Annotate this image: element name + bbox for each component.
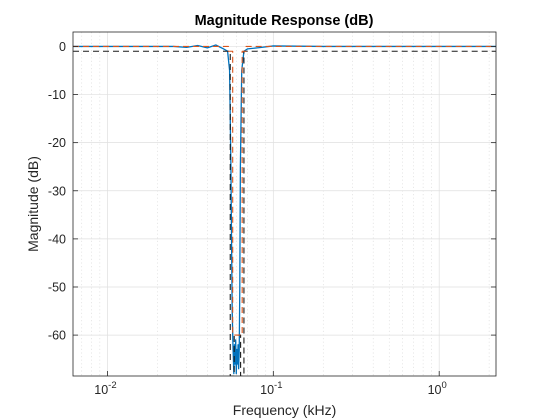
y-tick-label: -20 — [48, 136, 66, 150]
axes-box — [72, 31, 497, 377]
y-axis-label: Magnitude (dB) — [25, 156, 41, 252]
y-tick-label: -50 — [48, 280, 66, 294]
y-tick-label: -10 — [48, 88, 66, 102]
axis-ticks: 10-2 10-1 100 0 -10 -20 -30 -40 -50 -60 — [48, 40, 496, 397]
x-axis-label: Frequency (kHz) — [233, 402, 336, 418]
x-tick-label: 100 — [428, 380, 447, 397]
x-tick-label: 10-1 — [260, 380, 282, 397]
y-tick-label: -40 — [48, 232, 66, 246]
grid-lines — [73, 32, 496, 376]
spec-mask-line — [73, 50, 496, 376]
chart-title: Magnitude Response (dB) — [195, 13, 374, 29]
y-tick-label: -30 — [48, 184, 66, 198]
spec-mask-line — [73, 45, 496, 336]
y-tick-label: 0 — [59, 40, 66, 54]
y-tick-label: -60 — [48, 329, 66, 343]
plot-series — [73, 44, 496, 376]
x-tick-label: 10-2 — [94, 380, 116, 397]
